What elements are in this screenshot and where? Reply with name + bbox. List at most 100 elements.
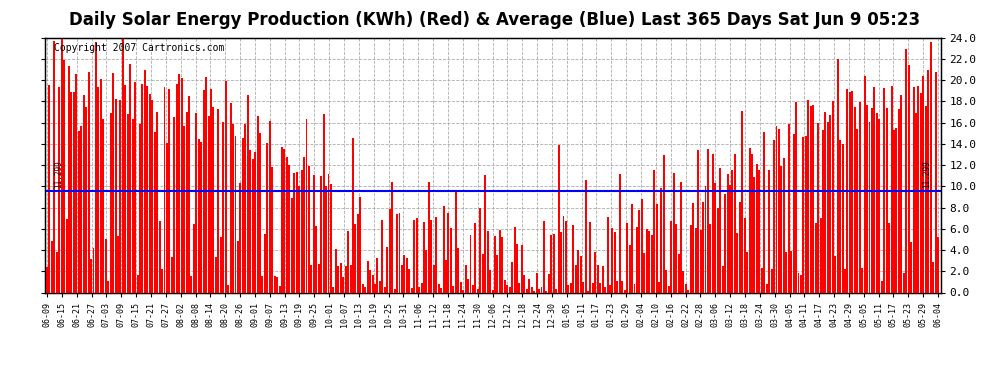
- Bar: [840, 140, 842, 292]
- Bar: [634, 284, 636, 292]
- Bar: [832, 101, 834, 292]
- Bar: [837, 58, 839, 292]
- Bar: [695, 228, 697, 292]
- Bar: [399, 213, 401, 292]
- Bar: [514, 227, 516, 292]
- Bar: [644, 253, 645, 292]
- Bar: [132, 119, 134, 292]
- Bar: [251, 159, 253, 292]
- Bar: [529, 279, 531, 292]
- Bar: [394, 289, 396, 292]
- Bar: [408, 270, 410, 292]
- Bar: [861, 268, 863, 292]
- Bar: [205, 77, 207, 292]
- Bar: [748, 147, 750, 292]
- Bar: [631, 204, 633, 292]
- Bar: [849, 92, 851, 292]
- Bar: [645, 229, 647, 292]
- Bar: [130, 64, 132, 292]
- Bar: [403, 255, 405, 292]
- Bar: [534, 291, 536, 292]
- Bar: [933, 262, 935, 292]
- Bar: [710, 225, 712, 292]
- Bar: [306, 119, 308, 292]
- Bar: [636, 227, 638, 292]
- Bar: [55, 252, 57, 292]
- Bar: [810, 106, 812, 292]
- Bar: [614, 232, 616, 292]
- Bar: [795, 102, 797, 292]
- Bar: [166, 144, 168, 292]
- Bar: [416, 218, 418, 292]
- Text: 11.299: 11.299: [54, 160, 63, 188]
- Bar: [447, 213, 449, 292]
- Bar: [560, 232, 562, 292]
- Bar: [264, 234, 266, 292]
- Bar: [151, 100, 153, 292]
- Bar: [401, 265, 403, 292]
- Bar: [938, 237, 940, 292]
- Bar: [905, 49, 907, 292]
- Bar: [298, 186, 300, 292]
- Bar: [687, 290, 689, 292]
- Bar: [878, 118, 880, 292]
- Bar: [218, 110, 220, 292]
- Bar: [335, 249, 337, 292]
- Bar: [853, 106, 855, 292]
- Bar: [685, 284, 687, 292]
- Bar: [176, 84, 178, 292]
- Bar: [896, 129, 897, 292]
- Bar: [609, 285, 611, 292]
- Bar: [58, 87, 60, 292]
- Bar: [142, 84, 144, 292]
- Bar: [715, 183, 717, 292]
- Bar: [775, 126, 777, 292]
- Bar: [903, 273, 905, 292]
- Bar: [389, 209, 391, 292]
- Bar: [371, 275, 373, 292]
- Bar: [607, 217, 609, 292]
- Bar: [102, 119, 104, 292]
- Bar: [663, 155, 665, 292]
- Bar: [53, 40, 55, 292]
- Bar: [183, 126, 185, 292]
- Bar: [753, 177, 755, 292]
- Bar: [168, 89, 170, 292]
- Bar: [675, 224, 677, 292]
- Bar: [163, 87, 165, 292]
- Bar: [320, 176, 322, 292]
- Bar: [469, 235, 471, 292]
- Bar: [541, 287, 543, 292]
- Bar: [858, 102, 860, 292]
- Bar: [597, 265, 599, 292]
- Bar: [536, 273, 538, 292]
- Bar: [122, 38, 124, 292]
- Bar: [418, 286, 420, 292]
- Bar: [482, 254, 484, 292]
- Bar: [592, 283, 594, 292]
- Bar: [105, 239, 107, 292]
- Bar: [697, 150, 699, 292]
- Bar: [237, 241, 239, 292]
- Bar: [891, 86, 893, 292]
- Text: Daily Solar Energy Production (KWh) (Red) & Average (Blue) Last 365 Days Sat Jun: Daily Solar Energy Production (KWh) (Red…: [69, 11, 921, 29]
- Bar: [195, 113, 197, 292]
- Bar: [624, 290, 626, 292]
- Bar: [519, 283, 521, 292]
- Bar: [496, 255, 498, 292]
- Bar: [842, 144, 843, 292]
- Bar: [436, 217, 438, 292]
- Bar: [876, 112, 878, 292]
- Bar: [910, 242, 912, 292]
- Bar: [188, 96, 190, 292]
- Bar: [254, 152, 256, 292]
- Bar: [153, 132, 155, 292]
- Bar: [283, 149, 285, 292]
- Bar: [756, 164, 758, 292]
- Bar: [584, 180, 586, 292]
- Bar: [690, 225, 692, 292]
- Bar: [742, 111, 743, 292]
- Bar: [301, 170, 303, 292]
- Bar: [622, 281, 624, 292]
- Bar: [144, 70, 146, 292]
